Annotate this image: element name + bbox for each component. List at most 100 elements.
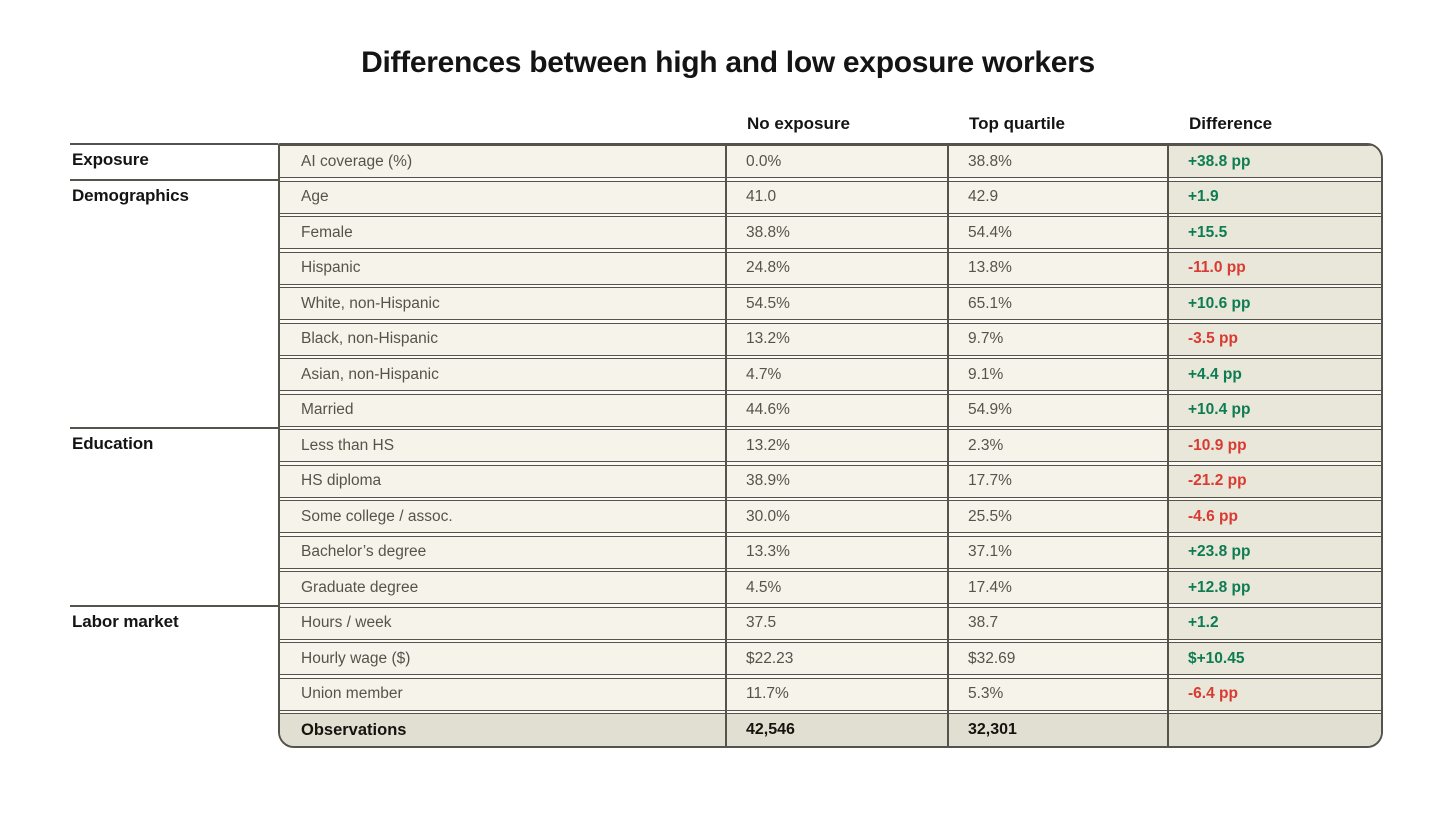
table-row: Graduate degree 4.5% 17.4% +12.8 pp (280, 571, 1381, 604)
no-exposure-cell: 24.8% (725, 252, 947, 284)
difference-cell: +23.8 pp (1167, 536, 1381, 568)
row-label-cell: Hispanic (280, 252, 725, 284)
top-quartile-cell: 9.7% (947, 323, 1167, 355)
no-exposure-cell: 38.8% (725, 217, 947, 248)
difference-cell: -3.5 pp (1167, 323, 1381, 355)
row-label-cell: Asian, non-Hispanic (280, 359, 725, 390)
table-row: Female 38.8% 54.4% +15.5 (280, 216, 1381, 249)
top-quartile-cell: 38.7 (947, 607, 1167, 639)
column-divider (947, 145, 949, 746)
no-exposure-cell: 44.6% (725, 394, 947, 426)
difference-cell: +1.2 (1167, 607, 1381, 639)
table-row: Less than HS 13.2% 2.3% -10.9 pp (280, 429, 1381, 462)
row-label-cell: Observations (280, 714, 725, 746)
no-exposure-cell: 37.5 (725, 607, 947, 639)
section-label-education: Education (70, 427, 278, 605)
table-row: Observations 42,546 32,301 (280, 713, 1381, 746)
top-quartile-cell: 42.9 (947, 181, 1167, 213)
difference-cell: +10.6 pp (1167, 288, 1381, 319)
section-label-labor-market: Labor market (70, 604, 278, 747)
difference-cell: -6.4 pp (1167, 678, 1381, 710)
top-quartile-cell: 9.1% (947, 359, 1167, 390)
table-row: Union member 11.7% 5.3% -6.4 pp (280, 677, 1381, 711)
no-exposure-cell: $22.23 (725, 643, 947, 674)
row-label-cell: Black, non-Hispanic (280, 323, 725, 355)
top-quartile-cell: 17.4% (947, 572, 1167, 603)
top-quartile-cell: 38.8% (947, 146, 1167, 177)
table-row: Hispanic 24.8% 13.8% -11.0 pp (280, 251, 1381, 285)
difference-cell: +4.4 pp (1167, 359, 1381, 390)
section-label-demographics: Demographics (70, 178, 278, 428)
no-exposure-cell: 42,546 (725, 714, 947, 746)
table-row: Age 41.0 42.9 +1.9 (280, 180, 1381, 214)
row-label-cell: Hourly wage ($) (280, 643, 725, 674)
table-row: Black, non-Hispanic 13.2% 9.7% -3.5 pp (280, 322, 1381, 356)
table-row: HS diploma 38.9% 17.7% -21.2 pp (280, 464, 1381, 498)
no-exposure-cell: 13.2% (725, 430, 947, 461)
row-label-cell: Graduate degree (280, 572, 725, 603)
row-label-cell: Less than HS (280, 430, 725, 461)
top-quartile-cell: 32,301 (947, 714, 1167, 746)
column-header-no-exposure: No exposure (747, 114, 850, 133)
top-quartile-cell: 54.9% (947, 394, 1167, 426)
top-quartile-cell: 65.1% (947, 288, 1167, 319)
row-label-cell: AI coverage (%) (280, 146, 725, 177)
no-exposure-cell: 13.3% (725, 536, 947, 568)
top-quartile-cell: 54.4% (947, 217, 1167, 248)
column-header-top-quartile: Top quartile (969, 114, 1066, 133)
difference-cell: -11.0 pp (1167, 252, 1381, 284)
section-label-exposure: Exposure (70, 143, 278, 179)
difference-cell: $+10.45 (1167, 643, 1381, 674)
top-quartile-cell: 13.8% (947, 252, 1167, 284)
row-label-cell: HS diploma (280, 465, 725, 497)
difference-cell: +38.8 pp (1167, 146, 1381, 177)
top-quartile-cell: $32.69 (947, 643, 1167, 674)
table-body: AI coverage (%) 0.0% 38.8% +38.8 pp Age … (278, 143, 1383, 748)
difference-cell: -4.6 pp (1167, 501, 1381, 532)
table-row: White, non-Hispanic 54.5% 65.1% +10.6 pp (280, 287, 1381, 320)
difference-cell (1167, 714, 1381, 746)
page-title: Differences between high and low exposur… (361, 46, 1095, 79)
difference-cell: -10.9 pp (1167, 430, 1381, 461)
difference-cell: +1.9 (1167, 181, 1381, 213)
table-row: Some college / assoc. 30.0% 25.5% -4.6 p… (280, 500, 1381, 533)
column-header-spacer (70, 114, 725, 134)
table-row: Hours / week 37.5 38.7 +1.2 (280, 606, 1381, 640)
row-label-cell: Female (280, 217, 725, 248)
row-label-cell: Some college / assoc. (280, 501, 725, 532)
no-exposure-cell: 13.2% (725, 323, 947, 355)
row-label-cell: White, non-Hispanic (280, 288, 725, 319)
table-row: AI coverage (%) 0.0% 38.8% +38.8 pp (280, 145, 1381, 178)
no-exposure-cell: 11.7% (725, 678, 947, 710)
table-row: Bachelor’s degree 13.3% 37.1% +23.8 pp (280, 535, 1381, 569)
section-column: Exposure Demographics Education Labor marke… (70, 143, 278, 748)
difference-cell: +15.5 (1167, 217, 1381, 248)
no-exposure-cell: 4.7% (725, 359, 947, 390)
row-label-cell: Age (280, 181, 725, 213)
no-exposure-cell: 54.5% (725, 288, 947, 319)
row-label-cell: Bachelor’s degree (280, 536, 725, 568)
no-exposure-cell: 30.0% (725, 501, 947, 532)
difference-cell: +10.4 pp (1167, 394, 1381, 426)
column-divider (1167, 145, 1169, 746)
top-quartile-cell: 5.3% (947, 678, 1167, 710)
top-quartile-cell: 17.7% (947, 465, 1167, 497)
exposure-comparison-table: Exposure Demographics Education Labor marke… (70, 143, 1456, 748)
page: Differences between high and low exposur… (0, 46, 1456, 819)
row-label-cell: Hours / week (280, 607, 725, 639)
row-label-cell: Married (280, 394, 725, 426)
top-quartile-cell: 37.1% (947, 536, 1167, 568)
no-exposure-cell: 0.0% (725, 146, 947, 177)
no-exposure-cell: 38.9% (725, 465, 947, 497)
table-row: Married 44.6% 54.9% +10.4 pp (280, 393, 1381, 427)
row-label-cell: Union member (280, 678, 725, 710)
column-header-difference: Difference (1189, 114, 1273, 133)
top-quartile-cell: 25.5% (947, 501, 1167, 532)
table-row: Hourly wage ($) $22.23 $32.69 $+10.45 (280, 642, 1381, 675)
column-divider (725, 145, 727, 746)
difference-cell: -21.2 pp (1167, 465, 1381, 497)
no-exposure-cell: 4.5% (725, 572, 947, 603)
no-exposure-cell: 41.0 (725, 181, 947, 213)
table-row: Asian, non-Hispanic 4.7% 9.1% +4.4 pp (280, 358, 1381, 391)
column-headers: No exposure Top quartile Difference (70, 114, 1456, 134)
